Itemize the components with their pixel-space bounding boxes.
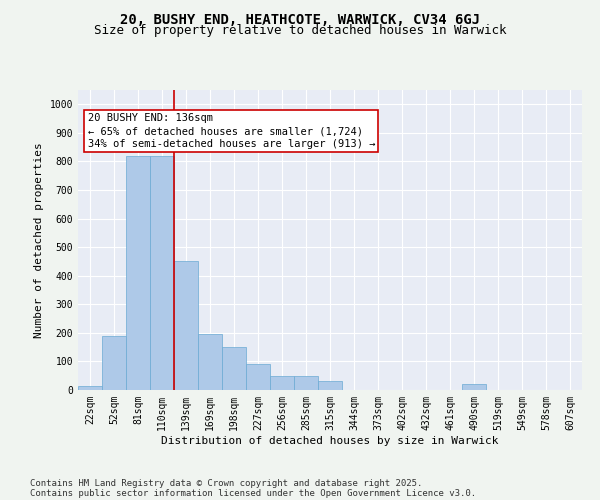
Text: Size of property relative to detached houses in Warwick: Size of property relative to detached ho… <box>94 24 506 37</box>
Bar <box>222 347 246 390</box>
Y-axis label: Number of detached properties: Number of detached properties <box>34 142 44 338</box>
Text: Contains HM Land Registry data © Crown copyright and database right 2025.: Contains HM Land Registry data © Crown c… <box>30 478 422 488</box>
Bar <box>462 384 486 390</box>
X-axis label: Distribution of detached houses by size in Warwick: Distribution of detached houses by size … <box>161 436 499 446</box>
Bar <box>318 382 342 390</box>
Bar <box>246 364 270 390</box>
Text: 20, BUSHY END, HEATHCOTE, WARWICK, CV34 6GJ: 20, BUSHY END, HEATHCOTE, WARWICK, CV34 … <box>120 12 480 26</box>
Text: Contains public sector information licensed under the Open Government Licence v3: Contains public sector information licen… <box>30 488 476 498</box>
Bar <box>78 386 102 390</box>
Bar <box>126 156 150 390</box>
Text: 20 BUSHY END: 136sqm
← 65% of detached houses are smaller (1,724)
34% of semi-de: 20 BUSHY END: 136sqm ← 65% of detached h… <box>88 113 375 150</box>
Bar <box>174 262 198 390</box>
Bar <box>102 336 126 390</box>
Bar <box>150 156 174 390</box>
Bar <box>270 376 294 390</box>
Bar <box>294 376 318 390</box>
Bar <box>198 334 222 390</box>
